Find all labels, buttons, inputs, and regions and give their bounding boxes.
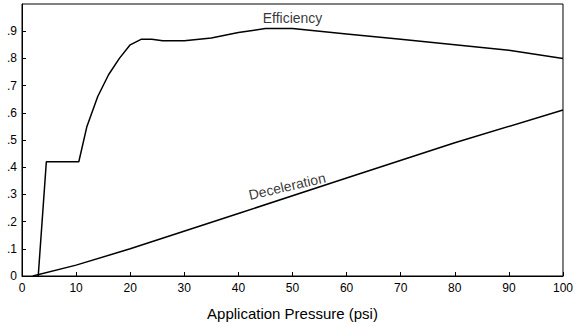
svg-text:.4: .4 <box>7 160 17 174</box>
svg-text:0: 0 <box>10 269 17 283</box>
svg-text:.9: .9 <box>7 24 17 38</box>
svg-text:.2: .2 <box>7 215 17 229</box>
svg-text:60: 60 <box>340 281 354 295</box>
svg-text:90: 90 <box>502 281 516 295</box>
svg-text:100: 100 <box>553 281 573 295</box>
svg-text:.3: .3 <box>7 187 17 201</box>
svg-text:40: 40 <box>232 281 246 295</box>
svg-text:.5: .5 <box>7 133 17 147</box>
svg-text:20: 20 <box>124 281 138 295</box>
svg-text:.1: .1 <box>7 242 17 256</box>
svg-text:Deceleration: Deceleration <box>247 170 327 203</box>
svg-text:0: 0 <box>19 281 26 295</box>
svg-text:.7: .7 <box>7 79 17 93</box>
svg-text:Efficiency: Efficiency <box>263 10 323 26</box>
svg-text:10: 10 <box>69 281 83 295</box>
svg-text:70: 70 <box>394 281 408 295</box>
svg-text:.8: .8 <box>7 51 17 65</box>
svg-text:30: 30 <box>178 281 192 295</box>
svg-text:80: 80 <box>448 281 462 295</box>
svg-text:.6: .6 <box>7 106 17 120</box>
svg-text:Application Pressure (psi): Application Pressure (psi) <box>207 305 378 322</box>
svg-text:50: 50 <box>286 281 300 295</box>
